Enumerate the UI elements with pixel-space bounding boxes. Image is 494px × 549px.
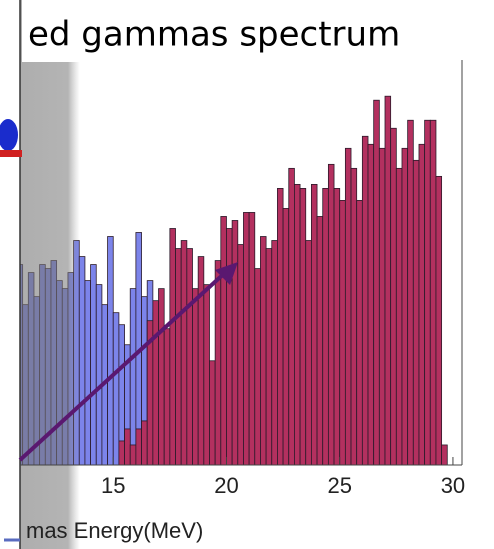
bar bbox=[294, 183, 301, 465]
bar bbox=[361, 135, 369, 465]
bar bbox=[412, 159, 420, 465]
bar bbox=[373, 99, 380, 465]
bar bbox=[214, 260, 222, 465]
bar bbox=[129, 288, 137, 465]
bar bbox=[175, 248, 182, 465]
arrow-head bbox=[215, 262, 238, 285]
bar bbox=[378, 147, 386, 465]
bar bbox=[288, 167, 295, 465]
bar bbox=[237, 244, 244, 465]
bar bbox=[90, 264, 97, 465]
bar bbox=[118, 440, 125, 465]
bar bbox=[220, 216, 227, 465]
bar bbox=[271, 240, 278, 465]
title-box bbox=[22, 0, 450, 62]
bar bbox=[6, 257, 12, 465]
shade-overlay bbox=[20, 0, 80, 549]
bar bbox=[124, 428, 131, 465]
bar bbox=[186, 248, 193, 465]
bar bbox=[243, 212, 250, 465]
arrow bbox=[18, 268, 230, 462]
bar bbox=[158, 288, 165, 465]
x-axis-label: mas Energy(MeV) bbox=[26, 518, 203, 543]
bar bbox=[163, 328, 171, 465]
bar bbox=[260, 236, 267, 465]
x-tick-label: 15 bbox=[101, 473, 125, 498]
bar bbox=[95, 284, 103, 465]
bar bbox=[254, 268, 261, 465]
bar bbox=[169, 228, 176, 465]
image-fragment bbox=[0, 150, 22, 157]
bar bbox=[435, 175, 443, 465]
bar bbox=[310, 183, 318, 465]
bar bbox=[316, 216, 324, 465]
image-fragment bbox=[0, 119, 18, 151]
bar bbox=[418, 143, 426, 465]
bar bbox=[135, 428, 142, 465]
bar bbox=[209, 360, 216, 465]
bar bbox=[424, 119, 431, 465]
bar bbox=[180, 240, 188, 465]
bar bbox=[299, 188, 307, 465]
bar bbox=[248, 212, 256, 465]
bar bbox=[231, 220, 239, 465]
bar bbox=[265, 248, 273, 465]
bar bbox=[356, 200, 363, 465]
bar bbox=[226, 228, 233, 465]
chart-title: ed gammas spectrum bbox=[28, 15, 400, 55]
bar bbox=[401, 147, 409, 465]
bar bbox=[429, 119, 437, 465]
x-tick-label: 30 bbox=[441, 473, 465, 498]
bar bbox=[11, 313, 17, 465]
bar bbox=[78, 256, 86, 465]
bar bbox=[192, 288, 199, 465]
bar bbox=[107, 236, 114, 465]
bar bbox=[282, 208, 290, 465]
bar bbox=[129, 444, 137, 465]
bar bbox=[350, 167, 358, 465]
bar bbox=[277, 188, 284, 465]
bar bbox=[333, 188, 341, 465]
bar bbox=[407, 119, 414, 465]
bar bbox=[305, 240, 312, 465]
bar bbox=[339, 200, 346, 465]
bar bbox=[441, 444, 448, 465]
bar bbox=[384, 95, 392, 465]
bar bbox=[322, 188, 329, 465]
bar bbox=[112, 312, 120, 465]
bar bbox=[152, 300, 159, 465]
bar bbox=[0, 245, 6, 465]
bar bbox=[390, 127, 397, 465]
bar bbox=[344, 147, 352, 465]
x-tick-label: 25 bbox=[327, 473, 351, 498]
bar bbox=[197, 256, 205, 465]
bar bbox=[203, 284, 210, 465]
bar bbox=[367, 143, 375, 465]
bar bbox=[84, 280, 91, 465]
bar bbox=[395, 167, 403, 465]
bar bbox=[141, 420, 148, 465]
x-tick-label: 20 bbox=[214, 473, 238, 498]
bar bbox=[327, 163, 335, 465]
